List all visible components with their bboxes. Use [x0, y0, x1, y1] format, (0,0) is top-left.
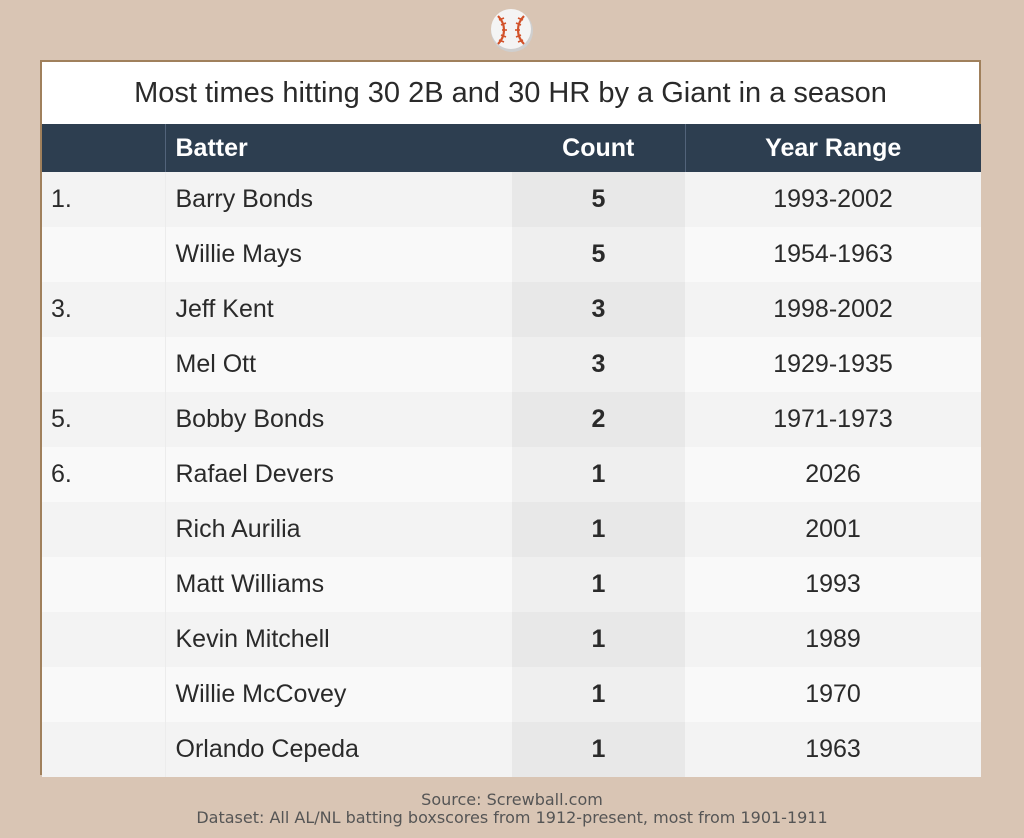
batter-cell: Rich Aurilia [175, 515, 301, 543]
table-card: Most times hitting 30 2B and 30 HR by a … [40, 60, 981, 777]
batter-cell: Rafael Devers [175, 460, 334, 488]
batter-cell: Kevin Mitchell [175, 625, 330, 653]
batter-cell: Orlando Cepeda [175, 735, 359, 763]
year-range-cell: 2001 [805, 515, 861, 543]
batter-cell: Mel Ott [175, 350, 257, 378]
count-cell: 3 [512, 282, 685, 337]
table-row: 6. Rafael Devers 1 2026 [42, 447, 981, 502]
table-body: 1. Barry Bonds 5 1993-2002 Willie Mays 5 1954-… [42, 172, 981, 777]
count-cell: 1 [512, 502, 685, 557]
rank-cell [42, 722, 166, 777]
header-year-range: Year Range [765, 133, 902, 162]
count-cell: 1 [512, 612, 685, 667]
table-row: 3. Jeff Kent 3 1998-2002 [42, 282, 981, 337]
year-range-cell: 1963 [805, 735, 861, 763]
rank-cell [42, 337, 166, 392]
batter-cell: Barry Bonds [175, 185, 314, 213]
batter-cell: Willie McCovey [175, 680, 347, 708]
rank-cell: 1. [42, 172, 166, 227]
year-range-cell: 2026 [805, 460, 861, 488]
batter-cell: Willie Mays [175, 240, 302, 268]
count-cell: 5 [512, 227, 685, 282]
source-note: Source: Screwball.com [421, 790, 603, 809]
count-cell: 1 [512, 667, 685, 722]
dataset-note: Dataset: All AL/NL batting boxscores fro… [196, 808, 828, 827]
data-table: Batter Count Year Range 1. Barry Bonds 5 19… [42, 124, 981, 777]
count-cell: 5 [512, 172, 685, 227]
rank-cell [42, 667, 166, 722]
rank-cell: 3. [42, 282, 166, 337]
year-range-cell: 1954-1963 [773, 240, 893, 268]
table-row: Orlando Cepeda 1 1963 [42, 722, 981, 777]
year-range-cell: 1970 [805, 680, 861, 708]
rank-cell [42, 612, 166, 667]
header-batter: Batter [175, 133, 248, 162]
year-range-cell: 1929-1935 [773, 350, 893, 378]
table-row: Mel Ott 3 1929-1935 [42, 337, 981, 392]
year-range-cell: 1993 [805, 570, 861, 598]
table-header-row: Batter Count Year Range [42, 124, 981, 172]
table-row: 1. Barry Bonds 5 1993-2002 [42, 172, 981, 227]
table-row: Matt Williams 1 1993 [42, 557, 981, 612]
count-cell: 2 [512, 392, 685, 447]
rank-cell: 5. [42, 392, 166, 447]
table-title: Most times hitting 30 2B and 30 HR by a … [134, 77, 887, 109]
rank-cell [42, 227, 166, 282]
table-row: Willie McCovey 1 1970 [42, 667, 981, 722]
year-range-cell: 1989 [805, 625, 861, 653]
rank-cell [42, 557, 166, 612]
table-row: 5. Bobby Bonds 2 1971-1973 [42, 392, 981, 447]
count-cell: 1 [512, 722, 685, 777]
batter-cell: Jeff Kent [175, 295, 274, 323]
count-cell: 3 [512, 337, 685, 392]
year-range-cell: 1998-2002 [773, 295, 893, 323]
baseball-icon [491, 9, 533, 52]
batter-cell: Bobby Bonds [175, 405, 325, 433]
table-row: Rich Aurilia 1 2001 [42, 502, 981, 557]
header-rank [42, 124, 166, 172]
table-row: Kevin Mitchell 1 1989 [42, 612, 981, 667]
rank-cell: 6. [42, 447, 166, 502]
year-range-cell: 1993-2002 [773, 185, 893, 213]
year-range-cell: 1971-1973 [773, 405, 893, 433]
table-row: Willie Mays 5 1954-1963 [42, 227, 981, 282]
batter-cell: Matt Williams [175, 570, 325, 598]
count-cell: 1 [512, 447, 685, 502]
header-count: Count [512, 124, 686, 172]
rank-cell [42, 502, 166, 557]
count-cell: 1 [512, 557, 685, 612]
